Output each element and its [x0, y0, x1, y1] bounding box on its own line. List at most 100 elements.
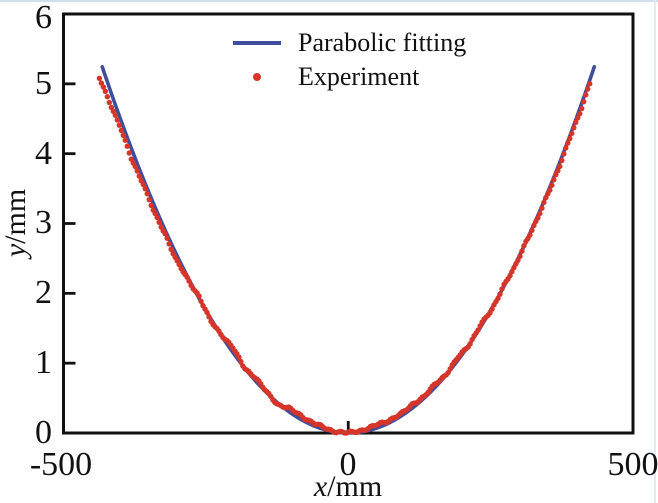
- experiment-dot: [561, 151, 567, 157]
- experiment-dot: [136, 173, 142, 179]
- experiment-dot: [196, 293, 202, 299]
- experiment-dot: [154, 214, 160, 221]
- experiment-dot: [134, 168, 140, 174]
- experiment-dot: [467, 341, 473, 347]
- experiment-dot: [515, 257, 521, 264]
- experiment-dot: [186, 278, 192, 284]
- experiment-dot: [539, 205, 545, 211]
- experiment-dot: [567, 135, 573, 142]
- x-axis-variable: x: [313, 470, 328, 503]
- experiment-dot: [124, 143, 130, 149]
- experiment-dot: [507, 273, 513, 279]
- experiment-points: [96, 75, 593, 436]
- experiment-dot: [551, 177, 557, 183]
- experiment-dot: [144, 191, 150, 197]
- experiment-dot: [206, 314, 212, 320]
- experiment-dot: [573, 119, 579, 126]
- experiment-dot: [475, 327, 481, 333]
- experiment-dot: [549, 182, 555, 188]
- x-axis-title: x/mm: [314, 470, 382, 503]
- experiment-dot: [499, 286, 505, 292]
- experiment-dot: [521, 243, 527, 249]
- experiment-dot: [547, 187, 553, 193]
- experiment-dot: [579, 105, 585, 112]
- experiment-dot: [583, 92, 589, 98]
- experiment-dot: [116, 122, 123, 128]
- experiment-dot: [537, 210, 543, 217]
- experiment-dot: [519, 248, 525, 254]
- legend-label: Parabolic fitting: [298, 28, 467, 57]
- x-tick-label: 500: [607, 446, 658, 483]
- experiment-dot: [102, 88, 109, 95]
- experiment-dot: [96, 75, 103, 82]
- x-axis-unit: /mm: [327, 470, 383, 503]
- y-axis-title: y/mm: [0, 138, 35, 308]
- experiment-dot: [236, 354, 242, 360]
- legend-swatch: [233, 73, 281, 81]
- experiment-dot: [517, 253, 523, 260]
- x-tick-label: -500: [29, 446, 93, 483]
- experiment-dot: [132, 163, 138, 170]
- experiment-dot: [112, 112, 119, 118]
- experiment-dot: [122, 137, 128, 143]
- experiment-dot: [541, 199, 547, 206]
- legend-entry-parabolic-fitting: Parabolic fitting: [233, 26, 466, 60]
- experiment-dot: [569, 130, 575, 137]
- y-tick-label: 5: [35, 65, 52, 102]
- experiment-dot: [531, 222, 537, 229]
- experiment-dot: [166, 241, 172, 247]
- y-tick-label: 4: [35, 135, 52, 172]
- experiment-dot: [577, 111, 583, 117]
- experiment-dot: [555, 167, 561, 174]
- y-tick-label: 1: [35, 344, 52, 381]
- experiment-dot: [142, 185, 148, 192]
- x-tick-label: 0: [339, 446, 357, 483]
- experiment-dot: [587, 81, 593, 87]
- experiment-dot: [164, 235, 170, 241]
- experiment-dot: [118, 127, 125, 134]
- experiment-dot: [140, 181, 146, 188]
- y-tick-label: 3: [35, 204, 52, 241]
- experiment-dot: [100, 84, 107, 90]
- y-tick-label: 2: [35, 274, 52, 311]
- right-border-rule: [654, 0, 656, 503]
- top-border-rule: [0, 0, 658, 2]
- experiment-dot: [527, 232, 533, 238]
- y-axis-variable: y: [0, 243, 32, 258]
- experiment-dot: [557, 163, 563, 170]
- experiment-dot: [581, 98, 587, 105]
- y-tick-label: 0: [35, 414, 52, 451]
- experiment-dot: [168, 246, 174, 252]
- line-swatch-icon: [233, 41, 281, 45]
- experiment-dot: [489, 306, 495, 312]
- experiment-dot: [529, 227, 535, 234]
- experiment-dot: [120, 132, 127, 139]
- experiment-dot: [497, 291, 503, 297]
- experiment-dot: [198, 298, 204, 304]
- experiment-dot: [585, 86, 591, 92]
- experiment-dot: [162, 231, 168, 237]
- y-tick-label: 6: [35, 0, 52, 36]
- experiment-dot: [114, 117, 121, 123]
- legend-swatch: [233, 41, 281, 45]
- experiment-dot: [559, 157, 565, 164]
- experiment-dot: [575, 115, 581, 121]
- experiment-dot: [563, 145, 569, 151]
- experiment-dot: [495, 295, 501, 302]
- legend-entry-experiment: Experiment: [233, 60, 466, 94]
- experiment-dot: [146, 196, 152, 203]
- experiment-dot: [104, 94, 111, 100]
- experiment-dot: [238, 358, 244, 365]
- experiment-dot: [571, 125, 577, 131]
- dot-swatch-icon: [253, 73, 261, 81]
- experiment-dot: [126, 150, 132, 156]
- legend-label: Experiment: [298, 62, 420, 91]
- experiment-dot: [148, 202, 154, 209]
- experiment-dot: [535, 215, 541, 221]
- experiment-dot: [204, 309, 210, 316]
- y-axis-unit: /mm: [0, 188, 32, 244]
- experiment-dot: [565, 140, 571, 146]
- experiment-dot: [553, 172, 559, 178]
